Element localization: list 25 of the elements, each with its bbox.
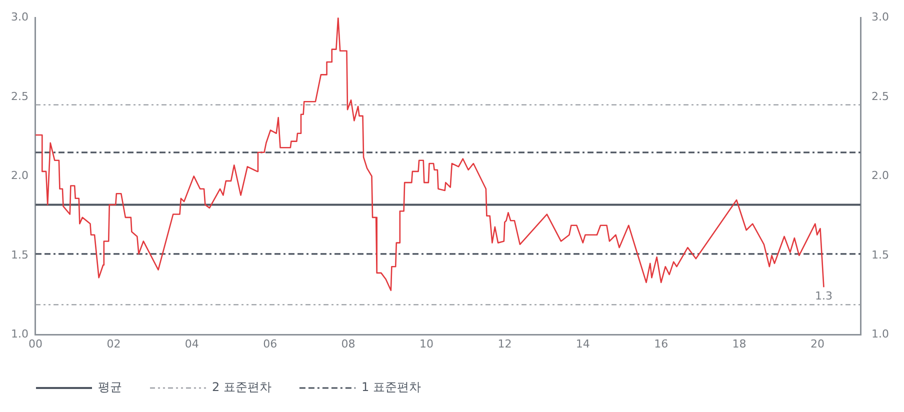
x-tick-label: 00 — [28, 337, 42, 350]
y2-tick-label: 1.0 — [872, 328, 890, 341]
x-tick-label: 18 — [732, 337, 746, 350]
legend-label: 1 표준편차 — [361, 380, 421, 394]
y2-tick-label: 1.5 — [872, 248, 890, 262]
y-tick-label: 1.0 — [10, 328, 28, 341]
y-tick-label: 1.5 — [10, 248, 28, 262]
x-tick-label: 20 — [810, 337, 824, 350]
y2-tick-label: 2.0 — [872, 169, 890, 182]
y2-tick-label: 2.5 — [872, 90, 890, 103]
x-tick-label: 04 — [184, 337, 199, 350]
y-tick-label: 2.0 — [10, 169, 28, 182]
annotation: 1.3 — [815, 290, 832, 303]
x-tick-label: 06 — [263, 337, 278, 350]
x-tick-label: 10 — [419, 337, 434, 350]
x-tick-label: 12 — [498, 337, 512, 350]
x-tick-label: 16 — [654, 337, 668, 350]
x-tick-label: 14 — [576, 337, 590, 350]
x-tick-label: 08 — [341, 337, 356, 350]
legend-label: 2 표준편차 — [212, 380, 272, 394]
x-tick-label: 02 — [106, 337, 121, 350]
y-tick-label: 3.0 — [10, 10, 28, 24]
legend-label: 평균 — [98, 380, 122, 394]
y2-tick-label: 3.0 — [872, 10, 890, 24]
y-tick-label: 2.5 — [10, 90, 28, 103]
